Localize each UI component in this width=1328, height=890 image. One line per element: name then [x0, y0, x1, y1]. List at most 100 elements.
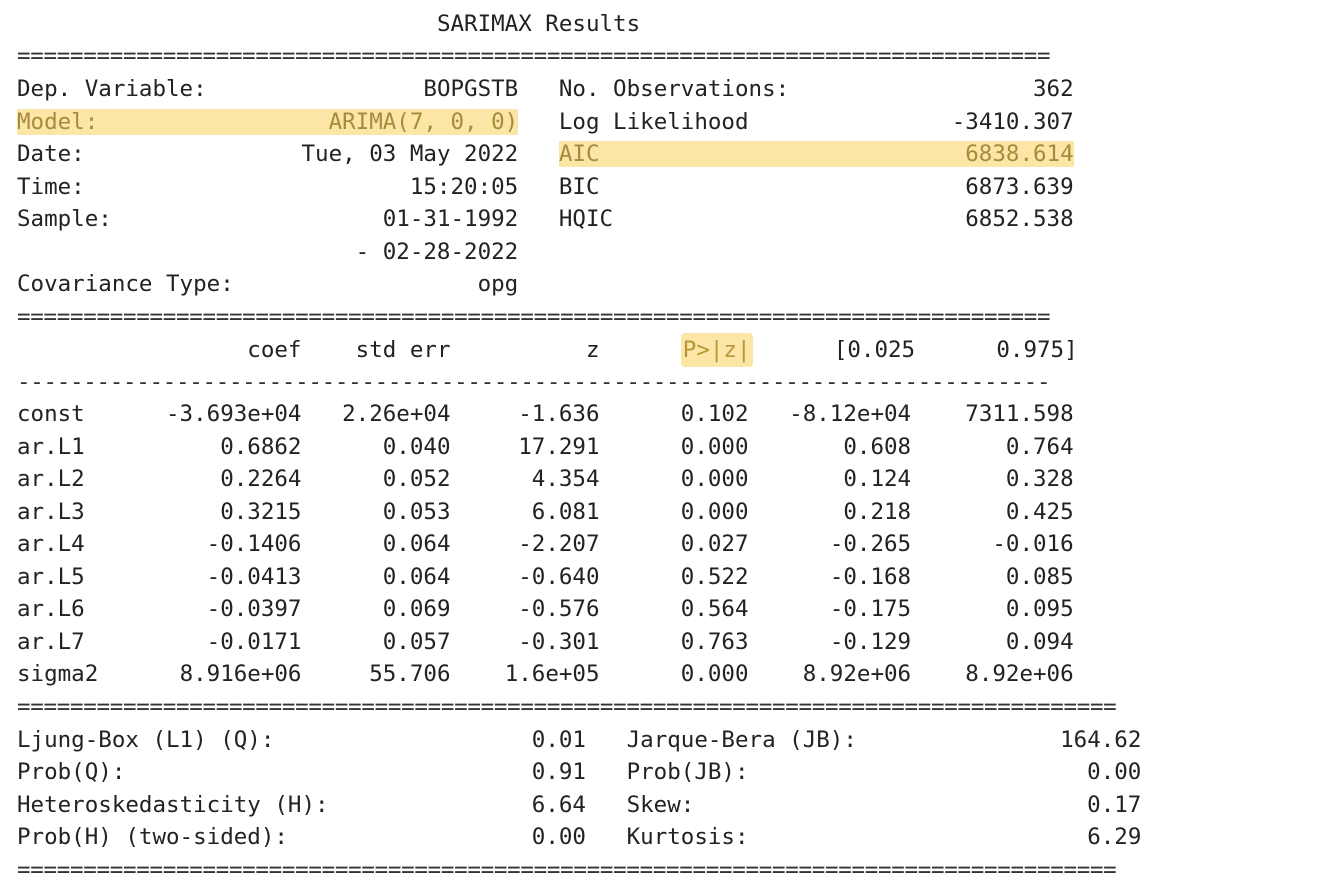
- column-header: [0.025: [833, 337, 916, 363]
- coef-cell: -0.640: [518, 564, 600, 590]
- coef-cell: 0.000: [680, 434, 749, 460]
- coef-cell: 0.6862: [220, 434, 302, 460]
- coef-cell: -0.576: [518, 596, 600, 622]
- coef-row-label: ar.L2: [17, 466, 85, 492]
- header-row: Model: ARIMA(7, 0, 0) Log Likelihood -34…: [17, 106, 1074, 138]
- header-left-value: opg: [477, 271, 519, 297]
- header-row: - 02-28-2022: [17, 236, 519, 268]
- coef-row: const -3.693e+04 2.26e+04 -1.636 0.102 -…: [17, 398, 1074, 430]
- rule-coef-top: ========================================…: [17, 304, 1051, 330]
- coef-row-label: const: [17, 401, 85, 427]
- coef-cell: 0.064: [382, 564, 451, 590]
- coef-cell: 6.081: [531, 499, 600, 525]
- coef-cell: 0.124: [843, 466, 912, 492]
- header-right-cell: HQIC 6852.538: [559, 206, 1074, 232]
- diag-right-label: Skew:: [626, 792, 695, 818]
- coef-cell: 0.425: [1005, 499, 1074, 525]
- header-left-label: Time:: [17, 174, 85, 200]
- diag-right-value: 0.00: [1087, 759, 1142, 785]
- column-header: coef: [247, 337, 302, 363]
- coef-cell: 17.291: [518, 434, 600, 460]
- coef-cell: 8.92e+06: [965, 661, 1074, 687]
- diag-right-label: Kurtosis:: [626, 824, 749, 850]
- header-row: Dep. Variable: BOPGSTB No. Observations:…: [17, 73, 1074, 105]
- coef-cell: -0.265: [829, 531, 912, 557]
- coef-cell: -0.0397: [206, 596, 302, 622]
- coef-row: sigma2 8.916e+06 55.706 1.6e+05 0.000 8.…: [17, 658, 1074, 690]
- coef-cell: 0.069: [382, 596, 451, 622]
- header-left-value: 15:20:05: [409, 174, 519, 200]
- coef-cell: 0.057: [382, 629, 451, 655]
- coef-row: ar.L3 0.3215 0.053 6.081 0.000 0.218 0.4…: [17, 496, 1074, 528]
- coef-row-label: ar.L4: [17, 531, 85, 557]
- header-right-cell: No. Observations: 362: [559, 76, 1074, 102]
- coef-cell: 55.706: [369, 661, 451, 687]
- coef-cell: 0.000: [680, 466, 749, 492]
- rule-top: ========================================…: [17, 43, 1051, 69]
- diag-left-value: 0.00: [531, 824, 586, 850]
- header-left-cell: Dep. Variable: BOPGSTB: [17, 76, 518, 102]
- coef-cell: 2.26e+04: [342, 401, 451, 427]
- coef-cell: 0.2264: [220, 466, 302, 492]
- coef-cell: 0.094: [1005, 629, 1074, 655]
- coef-cell: 0.000: [680, 499, 749, 525]
- coef-row-label: ar.L3: [17, 499, 85, 525]
- header-right-cell: BIC 6873.639: [559, 174, 1074, 200]
- title-text: SARIMAX Results: [436, 11, 641, 37]
- coef-cell: -0.175: [829, 596, 912, 622]
- header-right-label: AIC: [558, 141, 600, 167]
- diag-right-value: 0.17: [1087, 792, 1142, 818]
- coef-column-headers: coef std err z P>|z| [0.025 0.975]: [17, 333, 1078, 367]
- coef-row: ar.L1 0.6862 0.040 17.291 0.000 0.608 0.…: [17, 431, 1074, 463]
- coef-cell: 0.218: [843, 499, 912, 525]
- coef-cell: 8.916e+06: [179, 661, 302, 687]
- header-left-cell: Model: ARIMA(7, 0, 0): [17, 109, 519, 135]
- coef-row-label: ar.L5: [17, 564, 85, 590]
- header-left-label: Covariance Type:: [17, 271, 234, 297]
- coef-cell: 7311.598: [965, 401, 1074, 427]
- header-row: Sample: 01-31-1992 HQIC 6852.538: [17, 203, 1074, 235]
- coef-cell: 8.92e+06: [802, 661, 912, 687]
- coef-cell: 0.040: [382, 434, 451, 460]
- rule-coef-header: ----------------------------------------…: [17, 369, 1051, 395]
- coef-cell: 0.3215: [220, 499, 302, 525]
- coef-cell: 0.052: [382, 466, 451, 492]
- coef-cell: -0.301: [518, 629, 600, 655]
- coef-cell: 0.522: [680, 564, 749, 590]
- coef-row: ar.L6 -0.0397 0.069 -0.576 0.564 -0.175 …: [17, 593, 1074, 625]
- coef-row: ar.L2 0.2264 0.052 4.354 0.000 0.124 0.3…: [17, 463, 1074, 495]
- header-left-label: Dep. Variable:: [17, 76, 207, 102]
- coef-cell: 0.085: [1005, 564, 1074, 590]
- rule-diag-top: ========================================…: [17, 694, 1117, 720]
- coef-row-label: ar.L6: [17, 596, 85, 622]
- diag-left-value: 6.64: [531, 792, 586, 818]
- header-left-value: BOPGSTB: [423, 76, 519, 102]
- rule-bottom: ========================================…: [17, 857, 1117, 883]
- header-right-cell: AIC 6838.614: [558, 141, 1074, 167]
- column-header: 0.975]: [996, 337, 1078, 363]
- column-header: std err: [355, 337, 451, 363]
- column-header: P>|z|: [680, 333, 753, 367]
- coef-cell: 0.053: [382, 499, 451, 525]
- coef-cell: -0.1406: [206, 531, 302, 557]
- diag-left-label: Heteroskedasticity (H):: [17, 792, 329, 818]
- header-left-label: Sample:: [17, 206, 112, 232]
- results-title: SARIMAX Results: [17, 8, 640, 40]
- coef-row-label: ar.L7: [17, 629, 85, 655]
- coef-row: ar.L5 -0.0413 0.064 -0.640 0.522 -0.168 …: [17, 561, 1074, 593]
- coef-row: ar.L7 -0.0171 0.057 -0.301 0.763 -0.129 …: [17, 626, 1074, 658]
- diag-row: Heteroskedasticity (H): 6.64 Skew: 0.17: [17, 789, 1141, 821]
- coef-cell: 4.354: [531, 466, 600, 492]
- coef-cell: -0.129: [829, 629, 912, 655]
- coef-cell: 0.764: [1005, 434, 1074, 460]
- header-right-label: HQIC: [558, 206, 614, 232]
- header-right-cell: Log Likelihood -3410.307: [559, 109, 1074, 135]
- coef-cell: 1.6e+05: [504, 661, 600, 687]
- coef-cell: -0.168: [829, 564, 912, 590]
- coef-cell: -0.0413: [206, 564, 302, 590]
- coef-cell: 0.564: [680, 596, 749, 622]
- diag-left-label: Ljung-Box (L1) (Q):: [17, 727, 275, 753]
- diag-left-label: Prob(Q):: [17, 759, 126, 785]
- coef-cell: 0.763: [680, 629, 749, 655]
- coef-cell: -0.016: [992, 531, 1074, 557]
